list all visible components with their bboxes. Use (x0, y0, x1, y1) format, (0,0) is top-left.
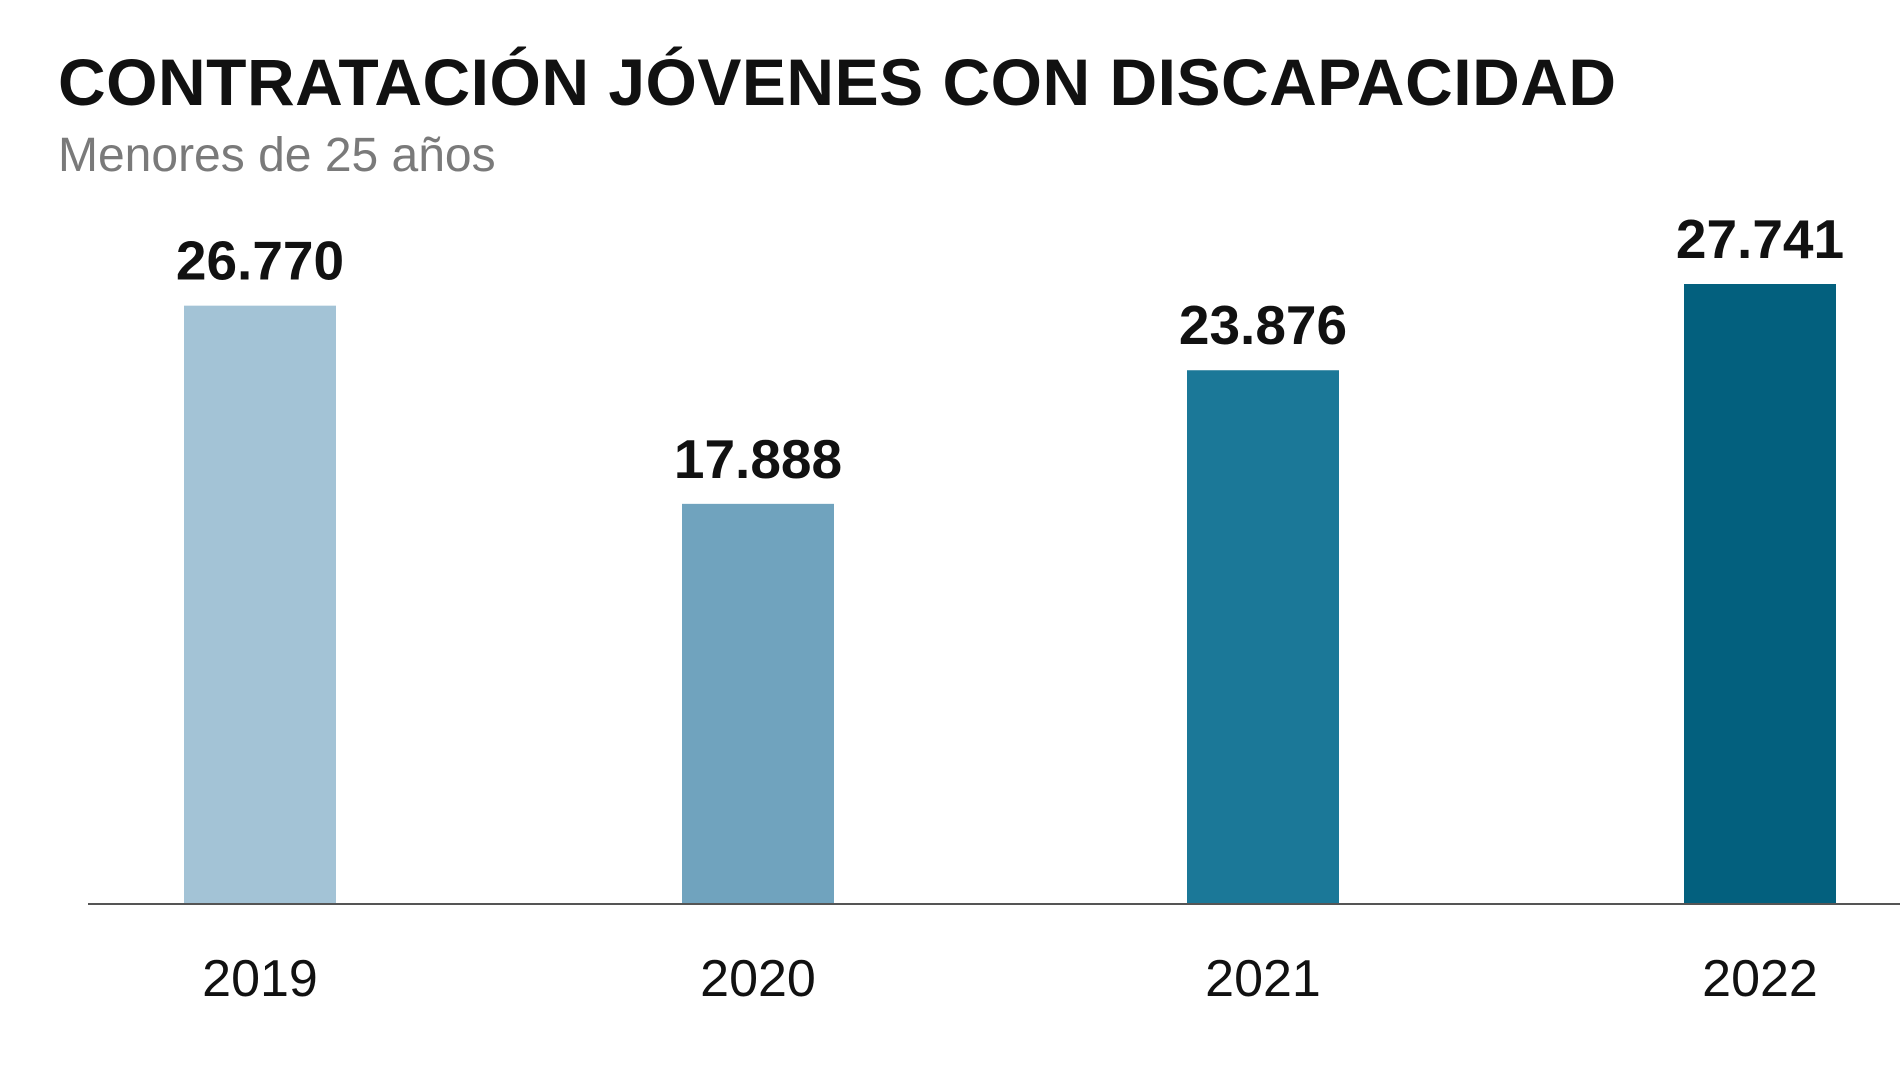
bar-2020 (682, 503, 834, 903)
bars-group (184, 284, 1836, 904)
x-tick-label-2021: 2021 (1205, 950, 1321, 1008)
value-label-2019: 26.770 (176, 230, 344, 292)
chart-title: CONTRATACIÓN JÓVENES CON DISCAPACIDAD (58, 45, 1617, 119)
value-label-2021: 23.876 (1179, 294, 1347, 356)
value-label-2020: 17.888 (674, 428, 842, 490)
x-tick-label-2022: 2022 (1702, 950, 1818, 1008)
x-tick-labels-group: 2019 2020 2021 2022 (202, 950, 1818, 1008)
chart-subtitle: Menores de 25 años (58, 129, 496, 182)
value-label-2022: 27.741 (1676, 208, 1844, 270)
bar-2021 (1187, 370, 1339, 904)
value-labels-group: 26.770 17.888 23.876 27.741 (176, 208, 1844, 490)
bar-2019 (184, 305, 336, 903)
bar-2022 (1684, 284, 1836, 903)
x-tick-label-2020: 2020 (700, 950, 816, 1008)
x-tick-label-2019: 2019 (202, 950, 318, 1008)
